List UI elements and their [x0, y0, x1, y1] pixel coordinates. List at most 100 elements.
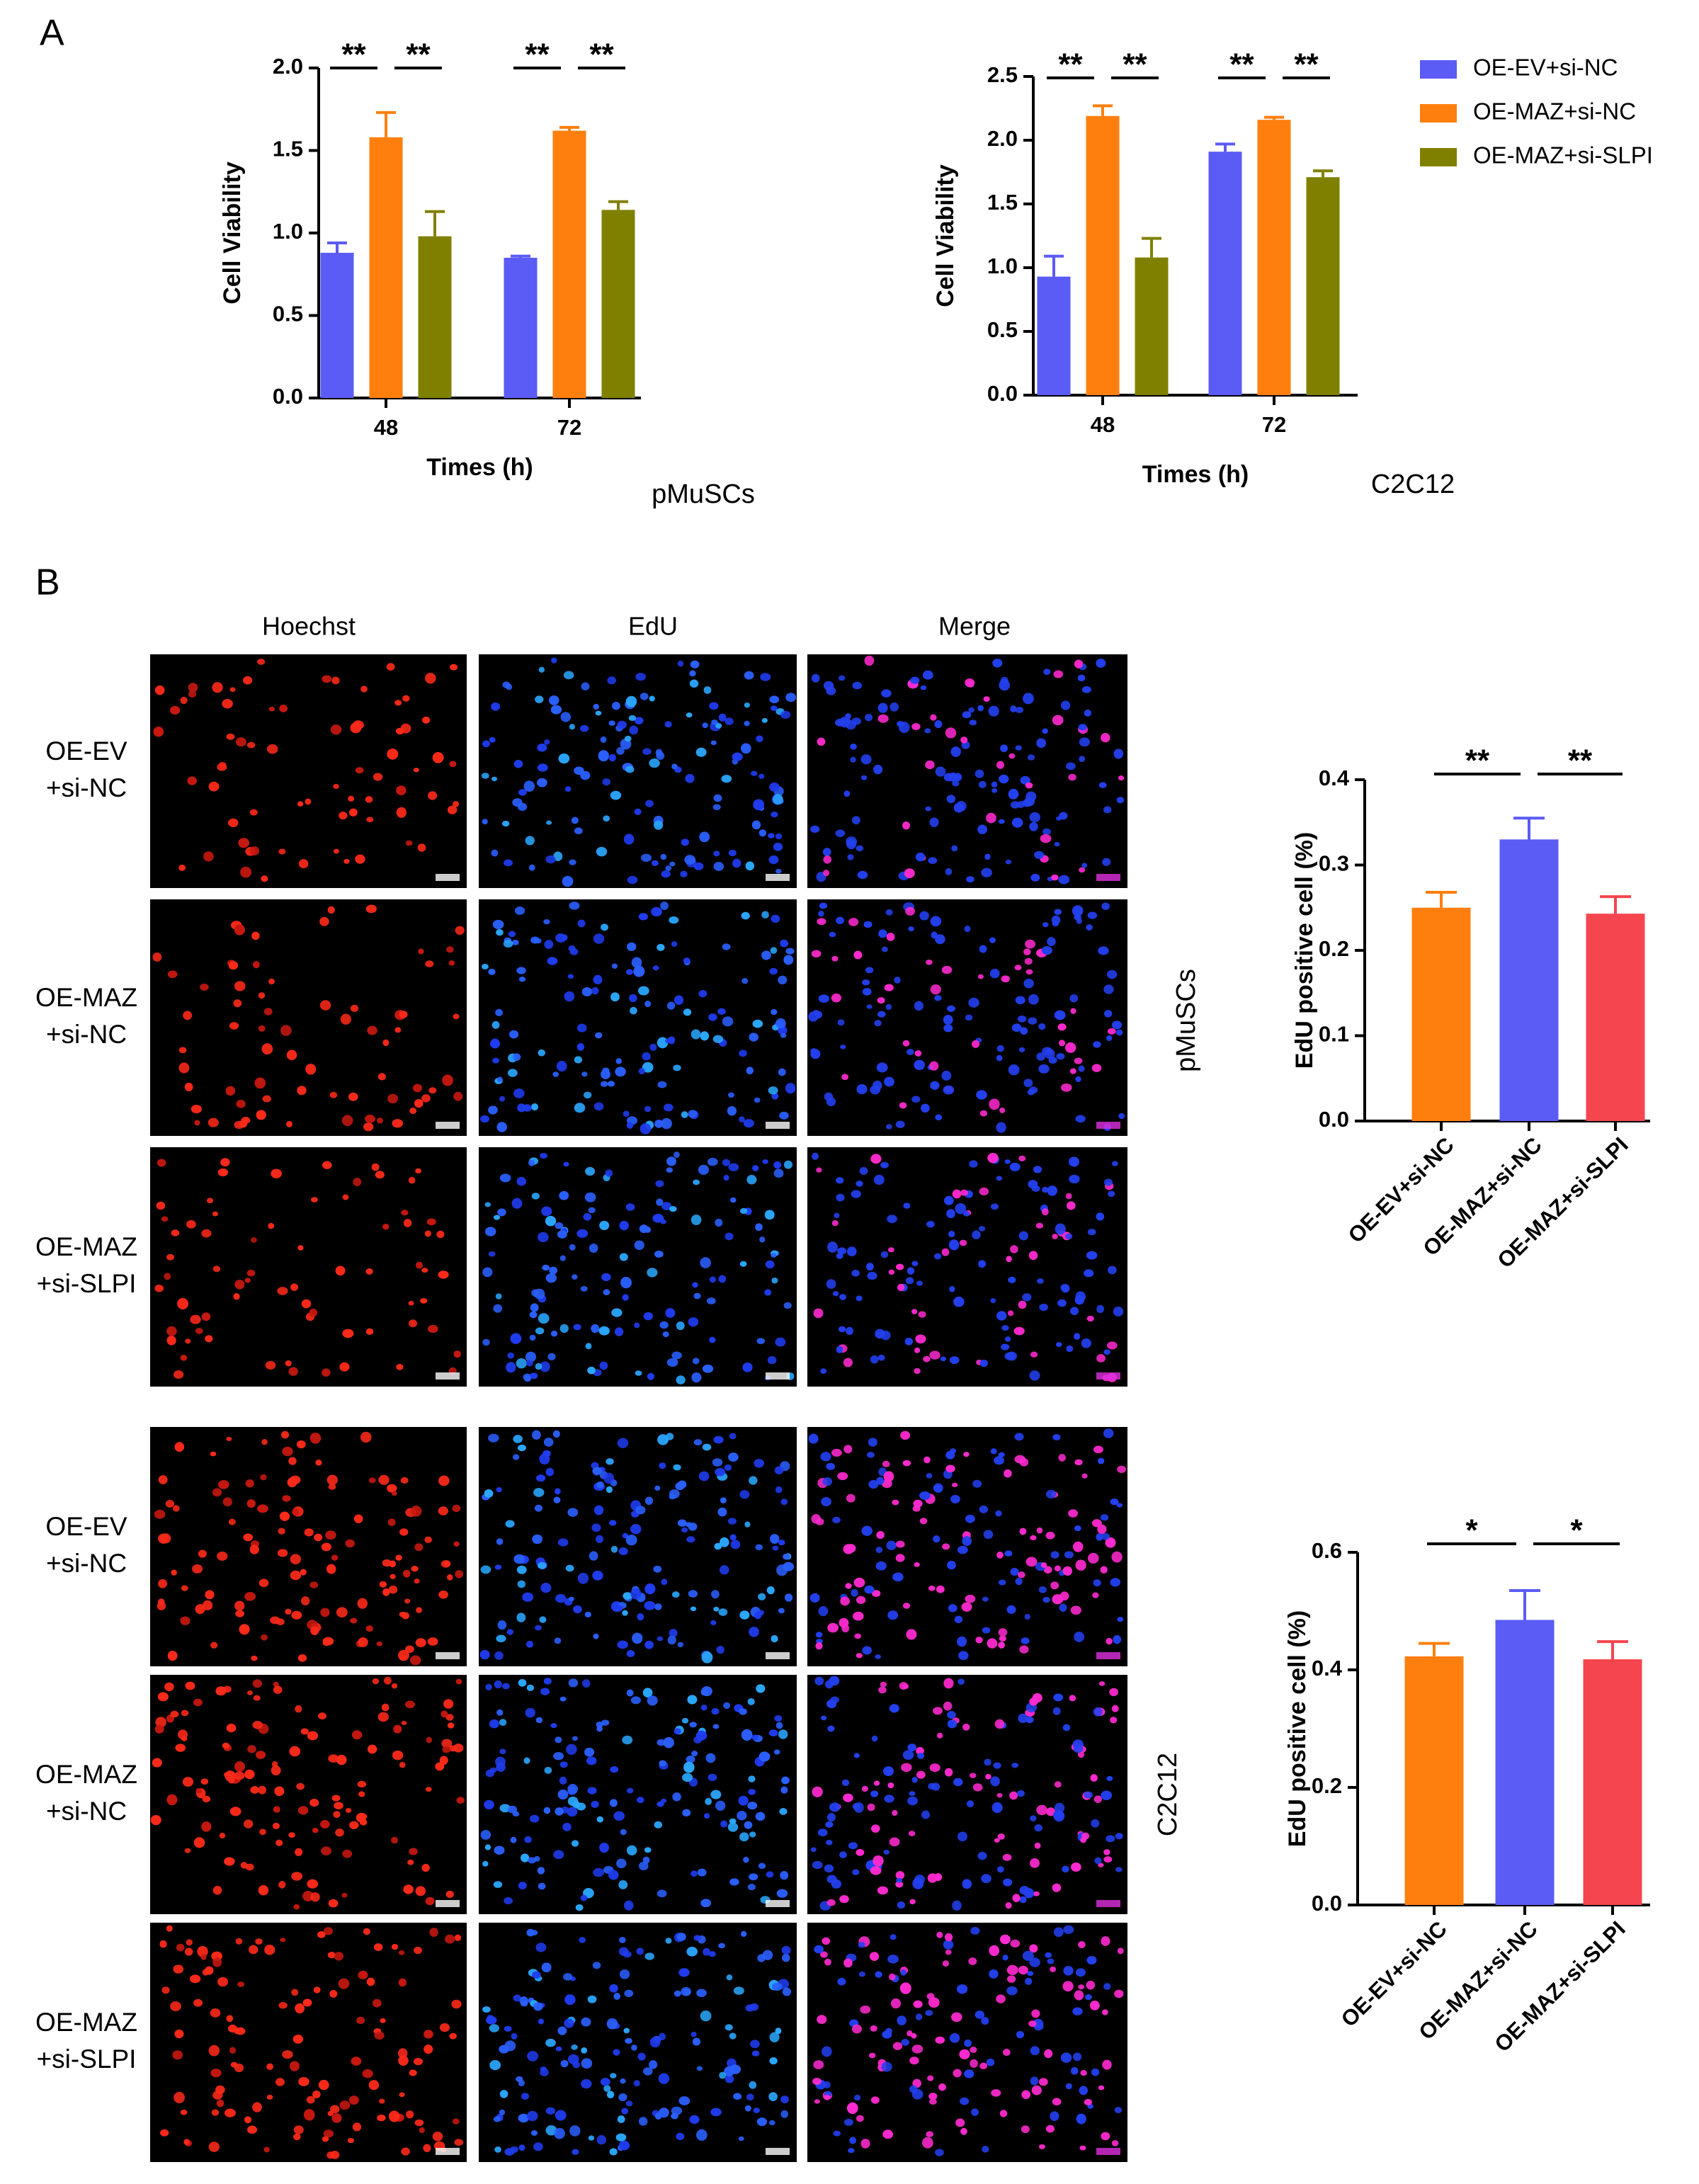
cell-nucleus	[171, 1569, 177, 1576]
cell-nucleus	[305, 798, 312, 805]
cell-nucleus	[618, 1880, 628, 1889]
scale-bar	[766, 1900, 790, 1907]
scale-bar	[766, 1652, 790, 1659]
cell-nucleus	[347, 2137, 354, 2144]
cell-nucleus	[681, 1527, 688, 1533]
cell-nucleus	[873, 764, 883, 775]
cell-nucleus	[522, 1592, 534, 1602]
cell-nucleus	[771, 812, 778, 818]
cell-nucleus	[851, 2024, 862, 2034]
cell-nucleus	[188, 683, 198, 693]
cell-nucleus	[691, 1870, 698, 1877]
cell-nucleus	[328, 1484, 336, 1490]
cell-nucleus	[688, 1110, 698, 1118]
y-tick-label: 0.0	[273, 384, 303, 409]
cell-nucleus	[953, 773, 962, 782]
cell-nucleus	[959, 2049, 970, 2059]
cell-nucleus	[911, 1309, 918, 1314]
cell-nucleus	[725, 2074, 734, 2083]
cell-nucleus	[843, 1358, 853, 1367]
cell-nucleus	[996, 761, 1004, 769]
scale-bar	[766, 874, 790, 881]
cell-nucleus	[237, 1981, 245, 1987]
cell-nucleus	[393, 1724, 402, 1734]
cell-nucleus	[1090, 1774, 1098, 1782]
cell-nucleus	[543, 1678, 552, 1685]
cell-nucleus	[1069, 1695, 1076, 1702]
cell-nucleus	[897, 2015, 907, 2026]
error-bar	[1509, 1588, 1540, 1620]
cell-nucleus	[567, 1784, 579, 1795]
cell-nucleus	[401, 1720, 407, 1726]
cell-nucleus	[637, 1613, 644, 1621]
cell-nucleus	[1106, 969, 1118, 979]
cell-nucleus	[479, 1115, 489, 1123]
cell-nucleus	[408, 1176, 416, 1184]
cell-nucleus	[758, 773, 765, 779]
cell-nucleus	[652, 1214, 664, 1223]
cell-nucleus	[387, 1484, 397, 1493]
cell-nucleus	[1062, 1566, 1072, 1576]
cell-nucleus	[953, 2069, 962, 2078]
cell-nucleus	[934, 1873, 943, 1882]
cell-nucleus	[974, 769, 984, 778]
cell-nucleus	[871, 1735, 878, 1742]
cell-nucleus	[596, 846, 608, 857]
scale-bar	[766, 2148, 790, 2155]
cell-nucleus	[718, 713, 727, 722]
cell-nucleus	[916, 1770, 926, 1779]
cell-nucleus	[1105, 1537, 1116, 1548]
cell-nucleus	[771, 1277, 778, 1284]
cell-nucleus	[881, 689, 892, 698]
cell-nucleus	[775, 1018, 786, 1029]
y-tick-label: 0.5	[273, 302, 303, 326]
cell-nucleus	[225, 1086, 236, 1096]
cell-nucleus	[762, 1159, 768, 1164]
cell-nucleus	[870, 1085, 881, 1095]
cell-nucleus	[856, 1848, 865, 1856]
cell-nucleus	[349, 1821, 359, 1829]
cell-nucleus	[367, 1744, 377, 1754]
cell-nucleus	[205, 1590, 215, 1600]
cell-nucleus	[888, 1973, 896, 1981]
cell-nucleus	[689, 1722, 698, 1728]
cell-nucleus	[732, 752, 743, 761]
cell-nucleus	[676, 1375, 686, 1384]
cell-nucleus	[249, 809, 258, 816]
cell-nucleus	[968, 1957, 977, 1965]
cell-nucleus	[1102, 858, 1111, 866]
cell-nucleus	[692, 2037, 701, 2046]
cell-nucleus	[833, 2130, 841, 2137]
cell-nucleus	[234, 1279, 245, 1290]
cell-nucleus	[919, 911, 929, 921]
cell-nucleus	[916, 1752, 925, 1759]
cell-nucleus	[429, 1928, 438, 1938]
cell-nucleus	[409, 2069, 417, 2076]
cell-nucleus	[439, 2023, 450, 2032]
cell-nucleus	[709, 702, 719, 710]
cell-nucleus	[184, 1947, 193, 1956]
cell-nucleus	[1058, 875, 1070, 885]
cell-nucleus	[728, 849, 737, 857]
cell-nucleus	[580, 1894, 588, 1901]
cell-nucleus	[999, 2110, 1008, 2117]
cell-nucleus	[705, 1797, 712, 1805]
cell-nucleus	[339, 812, 348, 820]
cell-nucleus	[947, 1710, 956, 1719]
legend-label: OE-EV+si-NC	[1473, 55, 1618, 81]
cell-nucleus	[244, 2116, 252, 2124]
cell-nucleus	[1102, 2009, 1108, 2015]
cell-nucleus	[579, 724, 589, 732]
cell-nucleus	[683, 1761, 695, 1773]
cell-nucleus	[978, 1226, 986, 1232]
cell-nucleus	[432, 751, 444, 763]
cell-nucleus	[506, 1629, 513, 1635]
cell-nucleus	[568, 945, 576, 952]
cell-nucleus	[224, 1857, 235, 1866]
cell-nucleus	[719, 1537, 729, 1547]
cell-nucleus	[584, 1747, 595, 1757]
cell-nucleus	[491, 1020, 500, 1029]
cell-nucleus	[626, 1845, 637, 1856]
cell-nucleus	[377, 1712, 390, 1722]
cell-nucleus	[764, 1210, 775, 1220]
